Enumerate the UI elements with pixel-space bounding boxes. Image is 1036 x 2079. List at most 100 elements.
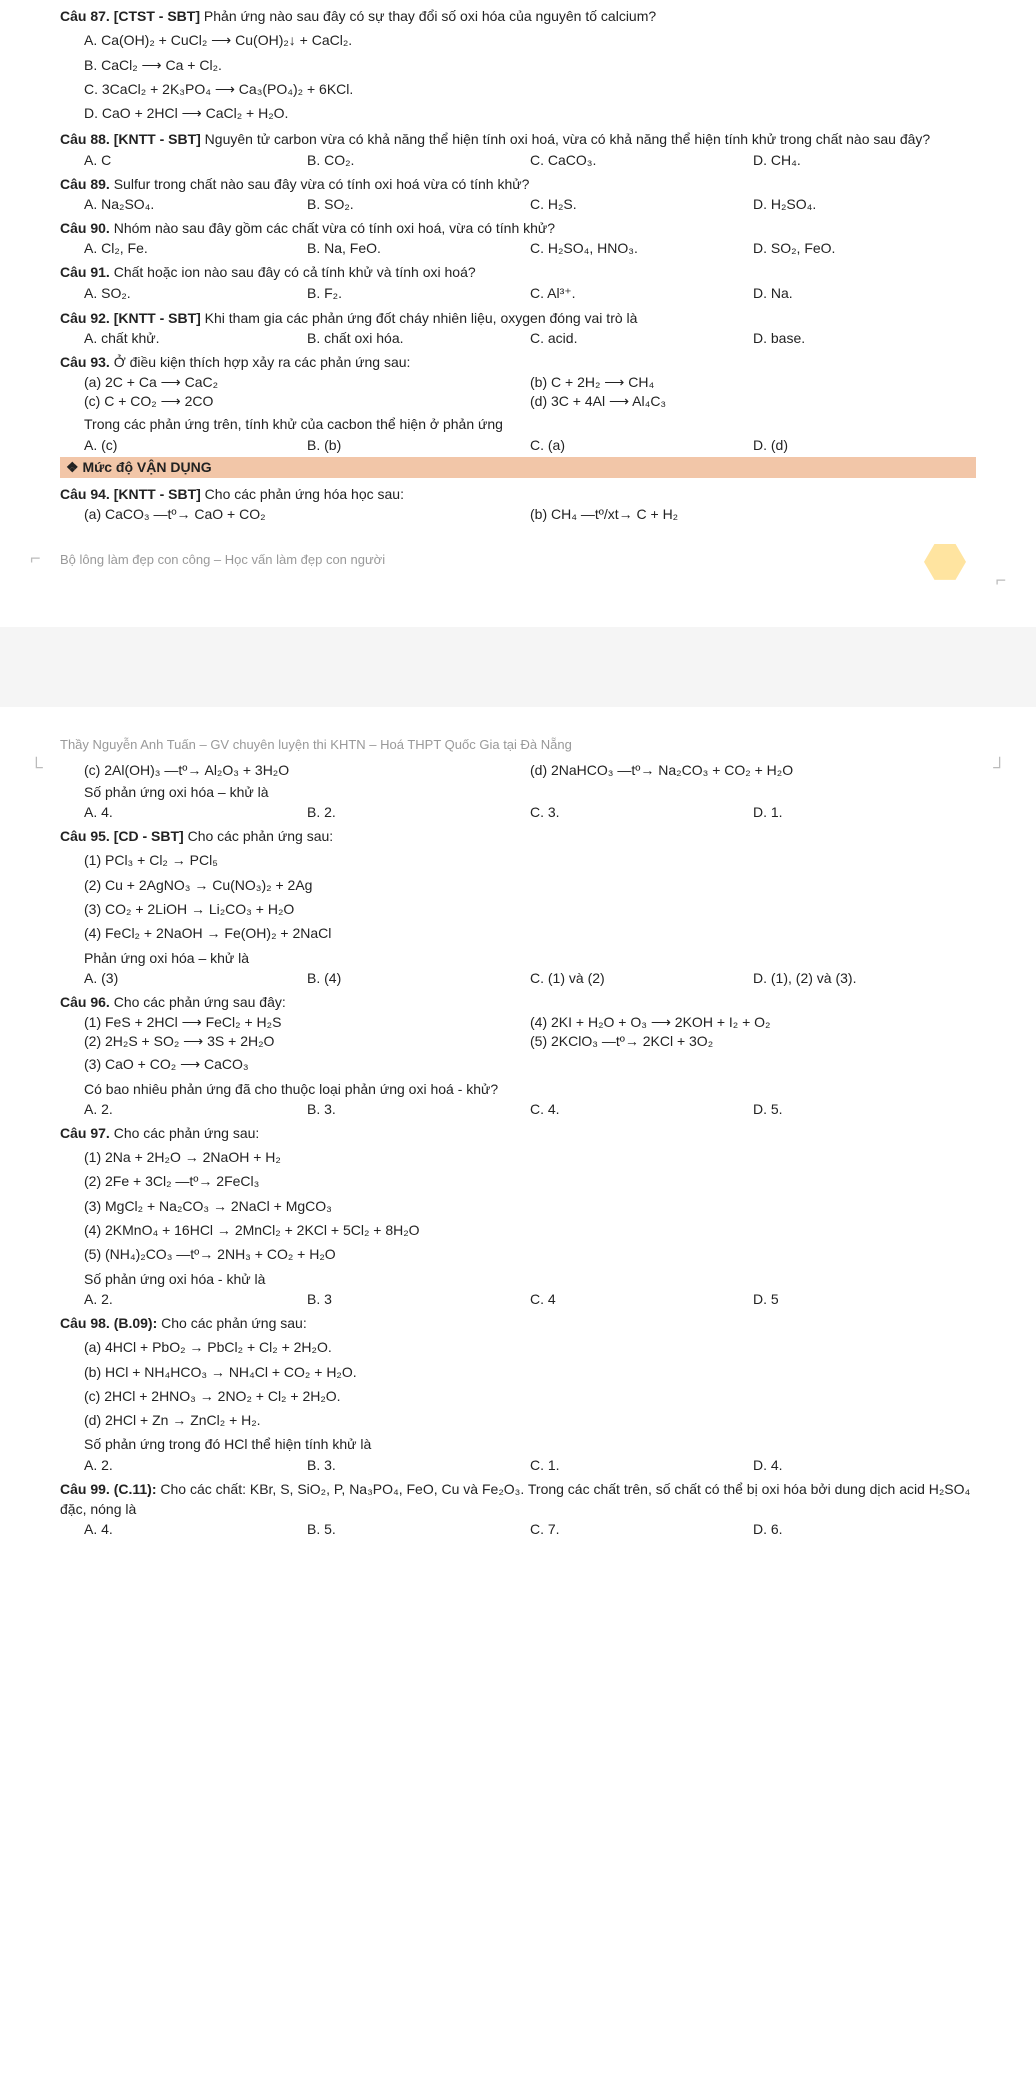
option: D. 4. bbox=[753, 1457, 976, 1473]
q-heading: Câu 88. [KNTT - SBT] Nguyên tử carbon vừ… bbox=[60, 129, 976, 149]
options-row: A. 2. B. 3. C. 4. D. 5. bbox=[60, 1101, 976, 1117]
options-row: A. (3) B. (4) C. (1) và (2) D. (1), (2) … bbox=[60, 970, 976, 986]
q-body: Cho các phản ứng sau: bbox=[161, 1315, 307, 1331]
option: D. (d) bbox=[753, 437, 976, 453]
reaction: (a) CaCO₃ —tº→ CaO + CO₂ bbox=[84, 506, 530, 522]
q-sub: Trong các phản ứng trên, tính khử của ca… bbox=[60, 414, 976, 434]
options-row: A. Na₂SO₄. B. SO₂. C. H₂S. D. H₂SO₄. bbox=[60, 196, 976, 212]
q-heading: Câu 96. Cho các phản ứng sau đây: bbox=[60, 992, 976, 1012]
option: D. H₂SO₄. bbox=[753, 196, 976, 212]
q-heading: Câu 95. [CD - SBT] Cho các phản ứng sau: bbox=[60, 826, 976, 846]
option: A. 2. bbox=[84, 1101, 307, 1117]
option: A. C bbox=[84, 152, 307, 168]
reaction: (5) 2KClO₃ —tº→ 2KCl + 3O₂ bbox=[530, 1033, 976, 1050]
question-89: Câu 89. Sulfur trong chất nào sau đây vừ… bbox=[60, 174, 976, 212]
options-row: A. (c) B. (b) C. (a) D. (d) bbox=[60, 437, 976, 453]
option: D. base. bbox=[753, 330, 976, 346]
option: B. 2. bbox=[307, 804, 530, 820]
option: C. 1. bbox=[530, 1457, 753, 1473]
option: C. H₂SO₄, HNO₃. bbox=[530, 240, 753, 256]
q-heading: Câu 97. Cho các phản ứng sau: bbox=[60, 1123, 976, 1143]
q-label: Câu 89. bbox=[60, 176, 110, 192]
q-body: Phản ứng nào sau đây có sự thay đổi số o… bbox=[204, 8, 656, 24]
option: B. 5. bbox=[307, 1521, 530, 1537]
option: B. (4) bbox=[307, 970, 530, 986]
option: A. (c) bbox=[84, 437, 307, 453]
reaction-row: (1) FeS + 2HCl ⟶ FeCl₂ + H₂S (4) 2KI + H… bbox=[60, 1014, 976, 1031]
option: C. (a) bbox=[530, 437, 753, 453]
question-98: Câu 98. (B.09): Cho các phản ứng sau: (a… bbox=[60, 1313, 976, 1473]
q-body: Chất hoặc ion nào sau đây có cả tính khử… bbox=[114, 264, 476, 280]
q-sub: Có bao nhiêu phản ứng đã cho thuộc loại … bbox=[60, 1079, 976, 1099]
q-label: Câu 97. bbox=[60, 1125, 110, 1141]
corner-icon: ┘ bbox=[993, 757, 1006, 778]
option: A. chất khử. bbox=[84, 330, 307, 346]
page-break bbox=[0, 627, 1036, 707]
q-label: Câu 88. [KNTT - SBT] bbox=[60, 131, 201, 147]
option: C. 4 bbox=[530, 1291, 753, 1307]
q-heading: Câu 87. [CTST - SBT] Phản ứng nào sau đâ… bbox=[60, 6, 976, 26]
option: A. 4. bbox=[84, 1521, 307, 1537]
option: C. 4. bbox=[530, 1101, 753, 1117]
reaction: (2) 2Fe + 3Cl₂ —tº→ 2FeCl₃ bbox=[60, 1171, 976, 1191]
q-label: Câu 93. bbox=[60, 354, 110, 370]
q-heading: Câu 91. Chất hoặc ion nào sau đây có cả … bbox=[60, 262, 976, 282]
corner-icon: └ bbox=[30, 757, 43, 778]
q-label: Câu 99. (C.11): bbox=[60, 1481, 156, 1497]
teacher-header: └ Thầy Nguyễn Anh Tuấn – GV chuyên luyện… bbox=[0, 737, 1036, 752]
question-91: Câu 91. Chất hoặc ion nào sau đây có cả … bbox=[60, 262, 976, 301]
question-87: Câu 87. [CTST - SBT] Phản ứng nào sau đâ… bbox=[60, 6, 976, 123]
q-body: Cho các phản ứng hóa học sau: bbox=[205, 486, 404, 502]
reaction: (5) (NH₄)₂CO₃ —tº→ 2NH₃ + CO₂ + H₂O bbox=[60, 1244, 976, 1264]
q-label: Câu 90. bbox=[60, 220, 110, 236]
reaction: (2) Cu + 2AgNO₃ → Cu(NO₃)₂ + 2Ag bbox=[60, 875, 976, 895]
option: B. F₂. bbox=[307, 285, 530, 302]
reaction-row: (a) 2C + Ca ⟶ CaC₂ (b) C + 2H₂ ⟶ CH₄ bbox=[60, 374, 976, 391]
options-row: A. 2. B. 3. C. 1. D. 4. bbox=[60, 1457, 976, 1473]
option: A. 2. bbox=[84, 1291, 307, 1307]
q-body: Cho các phản ứng sau: bbox=[188, 828, 334, 844]
option: B. CO₂. bbox=[307, 152, 530, 168]
section-heading: ❖ Mức độ VẬN DỤNG bbox=[60, 457, 976, 478]
question-93: Câu 93. Ở điều kiện thích hợp xảy ra các… bbox=[60, 352, 976, 453]
question-94: Câu 94. [KNTT - SBT] Cho các phản ứng hó… bbox=[60, 484, 976, 522]
question-97: Câu 97. Cho các phản ứng sau: (1) 2Na + … bbox=[60, 1123, 976, 1307]
option: A. SO₂. bbox=[84, 285, 307, 302]
option: D. Na. bbox=[753, 285, 976, 302]
question-92: Câu 92. [KNTT - SBT] Khi tham gia các ph… bbox=[60, 308, 976, 346]
option: D. 1. bbox=[753, 804, 976, 820]
q-sub: Số phản ứng oxi hóa – khử là bbox=[60, 782, 976, 802]
option: A. Na₂SO₄. bbox=[84, 196, 307, 212]
q-label: Câu 87. [CTST - SBT] bbox=[60, 8, 200, 24]
reaction: (4) 2KI + H₂O + O₃ ⟶ 2KOH + I₂ + O₂ bbox=[530, 1014, 976, 1031]
question-95: Câu 95. [CD - SBT] Cho các phản ứng sau:… bbox=[60, 826, 976, 986]
reaction: (d) 2HCl + Zn → ZnCl₂ + H₂. bbox=[60, 1410, 976, 1430]
q-heading: Câu 92. [KNTT - SBT] Khi tham gia các ph… bbox=[60, 308, 976, 328]
q-body: Nhóm nào sau đây gồm các chất vừa có tín… bbox=[114, 220, 555, 236]
option: C. H₂S. bbox=[530, 196, 753, 212]
reaction: (3) CO₂ + 2LiOH → Li₂CO₃ + H₂O bbox=[60, 899, 976, 919]
q-heading: Câu 93. Ở điều kiện thích hợp xảy ra các… bbox=[60, 352, 976, 372]
option: D. 5. bbox=[753, 1101, 976, 1117]
option: B. chất oxi hóa. bbox=[307, 330, 530, 346]
reaction: (b) HCl + NH₄HCO₃ → NH₄Cl + CO₂ + H₂O. bbox=[60, 1362, 976, 1382]
reaction: (3) MgCl₂ + Na₂CO₃ → 2NaCl + MgCO₃ bbox=[60, 1196, 976, 1216]
options-row: A. 4. B. 2. C. 3. D. 1. bbox=[60, 804, 976, 820]
footer-quote: ⌐ Bộ lông làm đẹp con công – Học vấn làm… bbox=[60, 552, 976, 567]
reaction-row: (c) C + CO₂ ⟶ 2CO (d) 3C + 4Al ⟶ Al₄C₃ bbox=[60, 393, 976, 410]
option: A. (3) bbox=[84, 970, 307, 986]
reaction: (4) 2KMnO₄ + 16HCl → 2MnCl₂ + 2KCl + 5Cl… bbox=[60, 1220, 976, 1240]
q-heading: Câu 90. Nhóm nào sau đây gồm các chất vừ… bbox=[60, 218, 976, 238]
q-body: Cho các phản ứng sau đây: bbox=[114, 994, 286, 1010]
reaction: (3) CaO + CO₂ ⟶ CaCO₃ bbox=[60, 1054, 976, 1074]
option: D. 5 bbox=[753, 1291, 976, 1307]
q-label: Câu 91. bbox=[60, 264, 110, 280]
option: D. SO₂, FeO. bbox=[753, 240, 976, 256]
options-row: A. 4. B. 5. C. 7. D. 6. bbox=[60, 1521, 976, 1537]
reaction: (2) 2H₂S + SO₂ ⟶ 3S + 2H₂O bbox=[84, 1033, 530, 1050]
q-body: Khi tham gia các phản ứng đốt cháy nhiên… bbox=[205, 310, 638, 326]
reaction: (c) 2Al(OH)₃ —tº→ Al₂O₃ + 3H₂O bbox=[84, 762, 530, 778]
q-body: Cho các chất: KBr, S, SiO₂, P, Na₃PO₄, F… bbox=[60, 1481, 970, 1517]
option: B. Na, FeO. bbox=[307, 240, 530, 256]
reaction: (d) 3C + 4Al ⟶ Al₄C₃ bbox=[530, 393, 976, 410]
